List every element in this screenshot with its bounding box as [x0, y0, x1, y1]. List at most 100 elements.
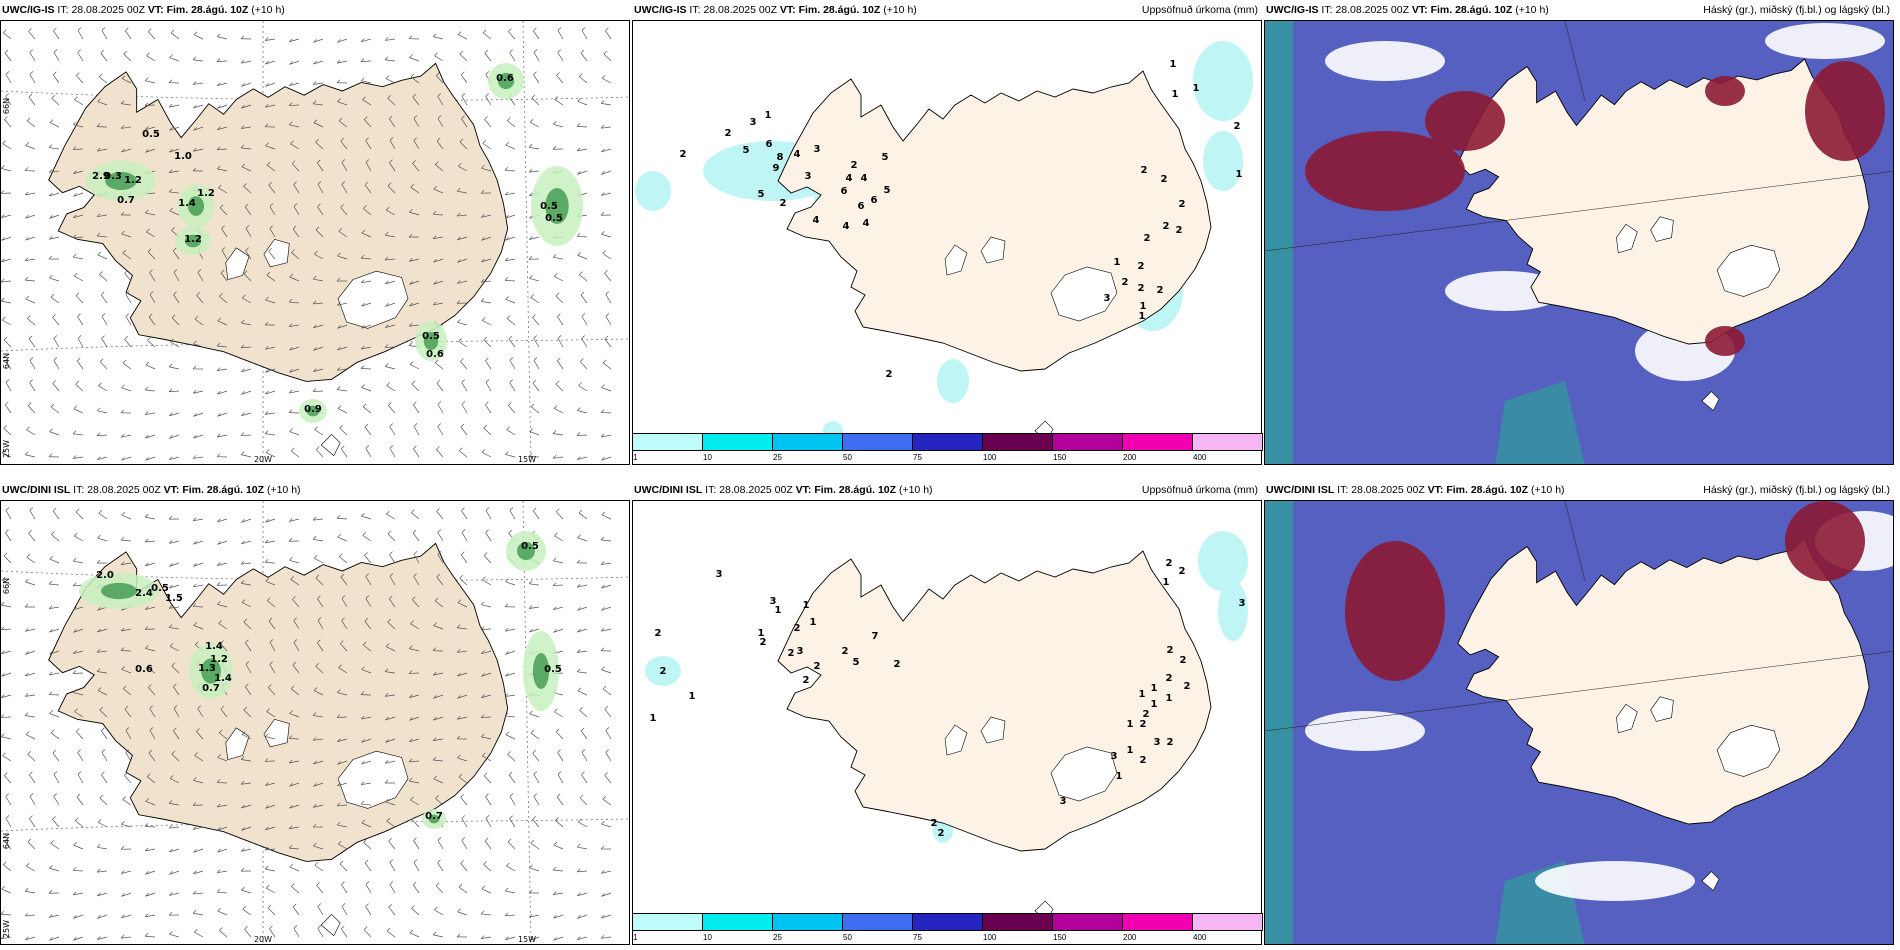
- wind-barb-flag: [49, 864, 53, 869]
- wind-barb-flag: [600, 100, 605, 104]
- wind-barb-flag: [76, 357, 81, 362]
- wind-barb: [457, 757, 468, 762]
- wind-barb-flag: [385, 363, 389, 367]
- precip-value: 1: [650, 713, 657, 724]
- colorbar-tick: 25: [773, 453, 782, 462]
- wind-barb: [316, 162, 324, 172]
- wind-barb: [409, 57, 420, 62]
- wind-barb-flag: [73, 193, 77, 197]
- model-name: UWC/IG-IS: [2, 4, 55, 16]
- wind-barb-flag: [241, 519, 245, 523]
- wind-barb: [217, 390, 228, 395]
- wind-barb: [389, 140, 396, 150]
- wind-barb-flag: [413, 115, 418, 119]
- wind-barb-flag: [124, 705, 129, 710]
- wind-barb-flag: [605, 27, 609, 31]
- valid-time: VT: Fim. 28.ágú. 10Z: [1427, 484, 1529, 496]
- map-frame[interactable]: 0.5 1.0 2.9 0.3 1.2 0.7 1.4 1.2 1.2 0.6 0.5 0.5 0.5 0…: [0, 20, 630, 465]
- wind-barb-flag: [435, 882, 440, 886]
- wind-barb: [313, 278, 324, 282]
- wind-barb-flag: [576, 668, 581, 673]
- wind-barb: [73, 256, 84, 260]
- wind-barb-flag: [269, 925, 273, 929]
- wind-barb: [121, 628, 132, 632]
- wind-barb: [576, 235, 588, 238]
- wind-barb: [53, 360, 60, 370]
- wind-barb-flag: [360, 800, 365, 805]
- projection-line: [1564, 501, 1586, 582]
- wind-barb-flag: [1, 673, 5, 677]
- precip-value: 3: [797, 646, 804, 657]
- wind-barb-flag: [460, 423, 465, 428]
- wind-barb: [26, 120, 36, 128]
- wind-barb-flag: [293, 181, 297, 185]
- wind-barb-flag: [24, 257, 29, 261]
- wind-barb-flag: [168, 363, 173, 368]
- wind-barb: [389, 884, 396, 894]
- wind-barb-flag: [364, 859, 369, 864]
- wind-barb: [601, 387, 612, 392]
- wind-barb: [97, 537, 108, 542]
- wind-barb: [385, 366, 396, 370]
- wind-barb: [144, 104, 156, 106]
- wind-barb-flag: [505, 296, 509, 300]
- wind-barb-flag: [97, 534, 101, 539]
- wind-barb: [265, 368, 276, 373]
- wind-barb: [483, 427, 492, 436]
- precip-value: 1: [758, 628, 765, 639]
- wind-barb-flag: [312, 536, 317, 540]
- wind-barb: [361, 302, 372, 307]
- map-frame[interactable]: [1264, 500, 1894, 945]
- wind-barb-flag: [437, 529, 442, 533]
- wind-barb-flag: [413, 423, 418, 427]
- wind-barb: [49, 147, 60, 150]
- map-frame[interactable]: [1264, 20, 1894, 465]
- wind-barb: [433, 236, 444, 240]
- cloud-layer: [1265, 21, 1893, 464]
- map-frame[interactable]: 2.0 2.4 0.5 1.5 1.4 1.2 1.3 1.4 0.7 0.6 0.5 0.5 0.7 6…: [0, 500, 630, 945]
- wind-barb-flag: [144, 933, 149, 937]
- wind-barb-flag: [216, 453, 221, 457]
- wind-barb: [290, 579, 300, 586]
- wind-barb-flag: [291, 160, 296, 164]
- wind-barb: [265, 848, 276, 851]
- glacier: [1650, 216, 1674, 242]
- wind-barb: [461, 404, 468, 414]
- wind-barb-flag: [25, 236, 29, 241]
- wind-barb-flag: [337, 533, 341, 538]
- wind-barb: [121, 823, 132, 828]
- high-cloud: [1305, 131, 1465, 211]
- wind-barb: [97, 892, 108, 897]
- precip-value: 2: [1141, 165, 1148, 176]
- wind-barb: [193, 518, 204, 522]
- precip-value: 2: [1140, 719, 1147, 730]
- wind-barb-flag: [289, 518, 293, 522]
- wind-barb-flag: [461, 115, 465, 119]
- wind-barb-flag: [169, 775, 174, 779]
- wind-barb-flag: [532, 749, 536, 754]
- wind-barb: [219, 930, 228, 938]
- wind-barb-flag: [409, 302, 413, 307]
- wind-barb: [217, 540, 228, 545]
- wind-barb-flag: [168, 800, 173, 804]
- wind-barb-flag: [74, 96, 78, 100]
- wind-barb: [509, 382, 516, 392]
- wind-barb: [509, 796, 516, 806]
- colorbar-tick: 100: [983, 453, 997, 462]
- wind-barb-flag: [192, 365, 197, 370]
- wind-barb-flag: [600, 124, 605, 129]
- wind-barb-flag: [196, 728, 200, 732]
- glacier: [337, 270, 409, 329]
- wind-barb: [436, 75, 444, 84]
- wind-barb: [389, 426, 396, 436]
- wind-barb-flag: [481, 601, 485, 605]
- wind-barb: [361, 80, 372, 84]
- wind-barb-flag: [53, 49, 58, 53]
- wind-barb-flag: [120, 433, 125, 438]
- wind-barb: [505, 914, 516, 917]
- wind-barb-flag: [24, 887, 29, 892]
- wind-barb: [289, 782, 300, 787]
